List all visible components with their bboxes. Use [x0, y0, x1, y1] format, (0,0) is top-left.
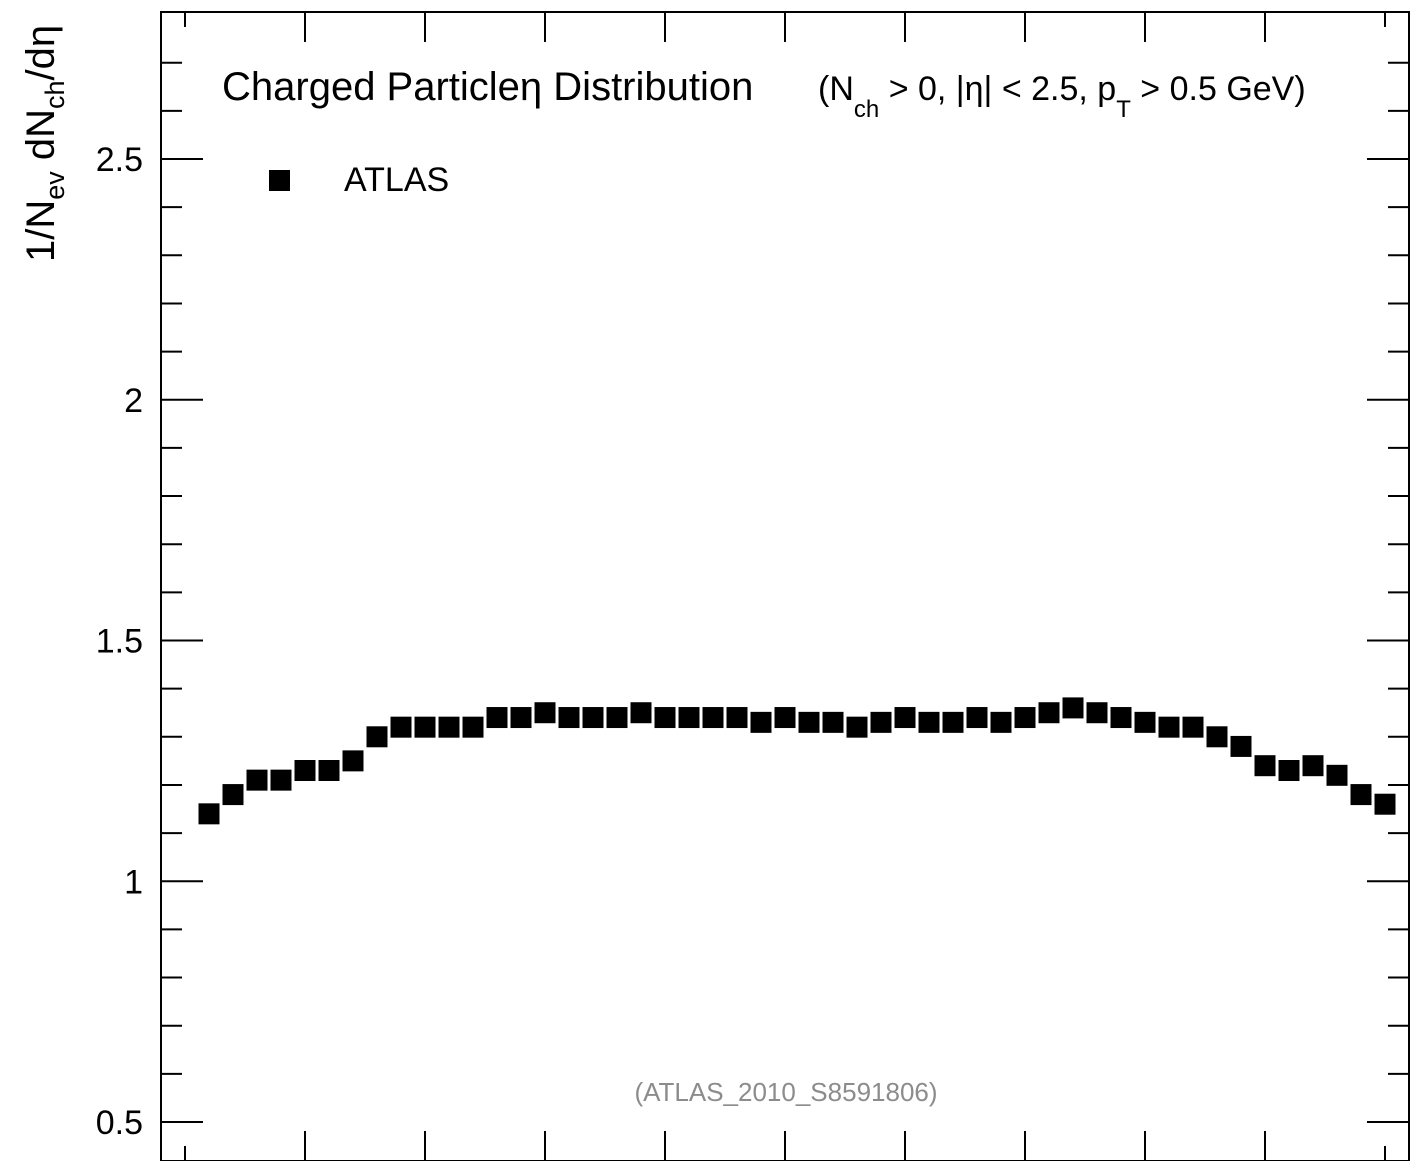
- data-point: [966, 707, 988, 729]
- data-point: [654, 707, 676, 729]
- y-axis-label-sub-2: ch: [40, 80, 70, 109]
- data-point: [486, 707, 508, 729]
- data-point: [366, 726, 388, 748]
- data-point: [294, 760, 316, 782]
- data-point: [1038, 702, 1060, 724]
- data-points: [198, 697, 1396, 825]
- data-point: [1086, 702, 1108, 724]
- y-tick-label: 1.5: [96, 623, 143, 661]
- title-cond-part-3: > 0.5 GeV): [1131, 70, 1306, 108]
- data-point: [390, 716, 412, 738]
- data-point: [990, 711, 1012, 733]
- data-point: [462, 716, 484, 738]
- data-point: [342, 750, 364, 772]
- data-point: [1110, 707, 1132, 729]
- title-cond-sub-1: ch: [854, 96, 879, 123]
- data-point: [750, 711, 772, 733]
- data-point: [702, 707, 724, 729]
- data-point: [1254, 755, 1276, 777]
- data-point: [1302, 755, 1324, 777]
- data-point: [1326, 764, 1348, 786]
- data-point: [246, 769, 268, 791]
- data-point: [774, 707, 796, 729]
- data-point: [894, 707, 916, 729]
- data-point: [606, 707, 628, 729]
- axis-ticks: [161, 12, 1409, 1161]
- y-axis-label-part-2: dN: [19, 109, 63, 171]
- analysis-id-annotation: (ATLAS_2010_S8591806): [634, 1077, 937, 1107]
- chart-title-conditions: (Nch > 0, |η| < 2.5, pT > 0.5 GeV): [818, 70, 1306, 123]
- data-point: [198, 803, 220, 825]
- data-point: [438, 716, 460, 738]
- data-point: [870, 711, 892, 733]
- y-axis-label-part-3: /dη: [19, 25, 63, 81]
- data-point: [582, 707, 604, 729]
- y-axis-label-part-1: 1/N: [19, 200, 63, 262]
- data-point: [270, 769, 292, 791]
- y-tick-label: 2.5: [96, 141, 143, 179]
- data-point: [1278, 760, 1300, 782]
- data-point: [678, 707, 700, 729]
- title-cond-part-1: (N: [818, 70, 854, 108]
- title-cond-sub-2: T: [1116, 96, 1131, 123]
- data-point: [1134, 711, 1156, 733]
- data-point: [1374, 793, 1396, 815]
- legend: ATLAS: [269, 161, 449, 199]
- data-point: [510, 707, 532, 729]
- data-point: [846, 716, 868, 738]
- data-point: [918, 711, 940, 733]
- y-tick-label: 1: [124, 863, 143, 901]
- y-tick-labels: 0.5 1 1.5 2 2.5: [96, 141, 143, 1142]
- data-point: [318, 760, 340, 782]
- y-tick-label: 2: [124, 382, 143, 420]
- data-point: [414, 716, 436, 738]
- data-point: [1206, 726, 1228, 748]
- data-point: [630, 702, 652, 724]
- data-point: [1062, 697, 1084, 719]
- data-point: [1350, 784, 1372, 806]
- title-cond-part-2: > 0, |η| < 2.5, p: [879, 70, 1116, 108]
- data-point: [726, 707, 748, 729]
- data-point: [1230, 735, 1252, 757]
- legend-marker: [269, 170, 290, 191]
- data-point: [1182, 716, 1204, 738]
- data-point: [1158, 716, 1180, 738]
- legend-label: ATLAS: [344, 161, 449, 199]
- y-axis-label-sub-1: ev: [40, 171, 70, 200]
- chart-title: Charged Particleη Distribution: [222, 65, 753, 109]
- data-point: [534, 702, 556, 724]
- data-point: [222, 784, 244, 806]
- data-point: [822, 711, 844, 733]
- data-point: [798, 711, 820, 733]
- data-point: [1014, 707, 1036, 729]
- y-axis-label: 1/Nev dNch/dη: [19, 25, 70, 262]
- data-point: [942, 711, 964, 733]
- y-tick-label: 0.5: [96, 1104, 143, 1142]
- data-point: [558, 707, 580, 729]
